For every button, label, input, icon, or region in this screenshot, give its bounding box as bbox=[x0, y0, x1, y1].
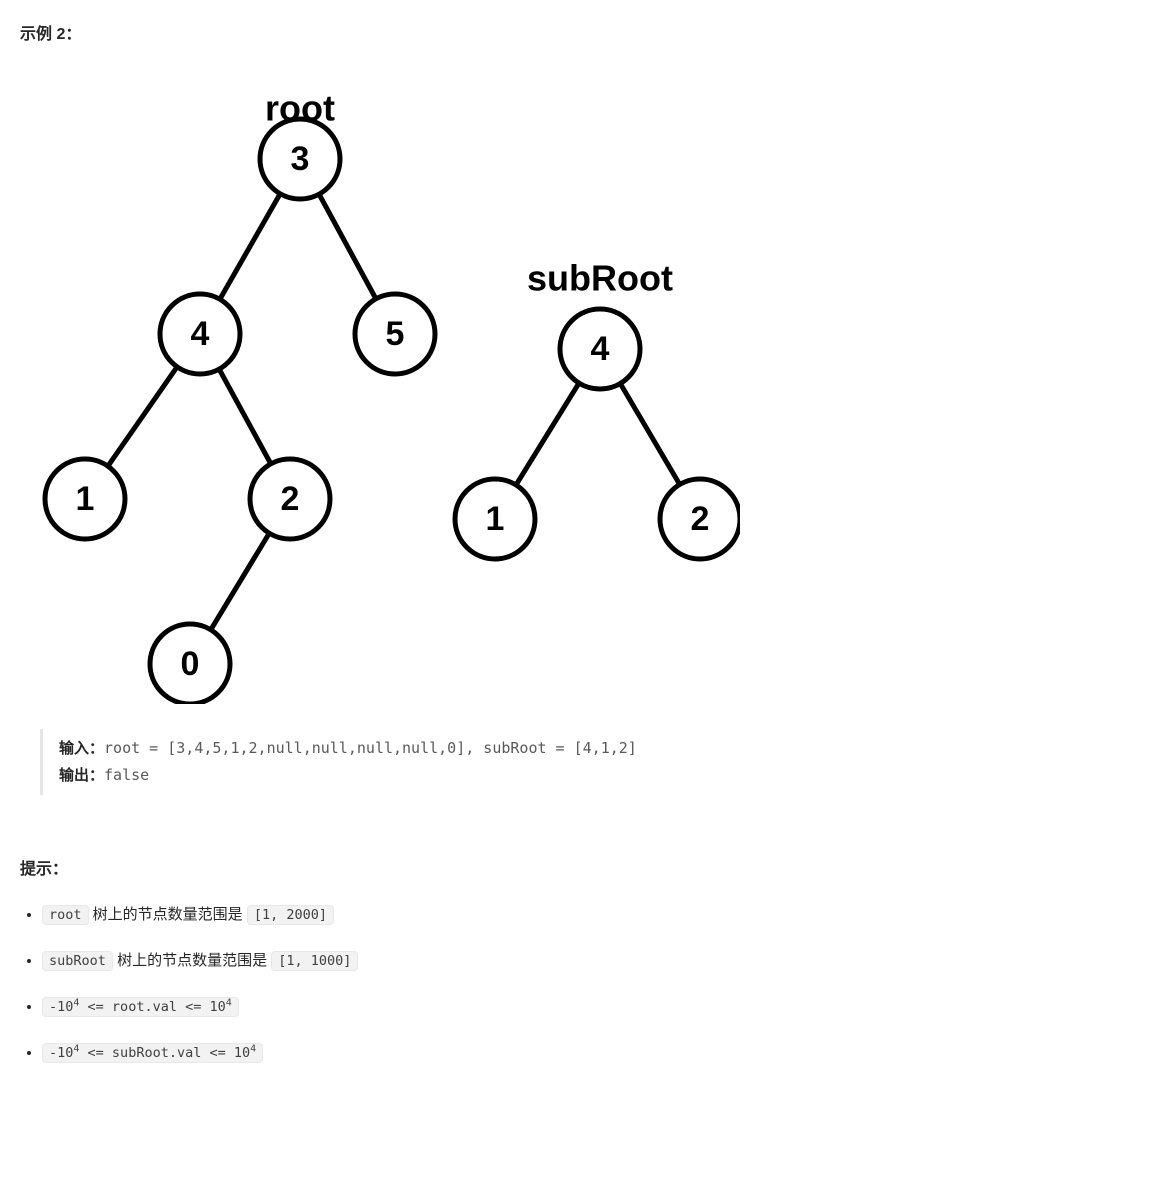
tree-node-label: 0 bbox=[181, 645, 200, 683]
tree-node-label: 1 bbox=[486, 500, 505, 538]
tips-item: subRoot 树上的节点数量范围是 [1, 1000] bbox=[42, 949, 1154, 973]
example-input-line: 输入：root = [3,4,5,1,2,null,null,null,null… bbox=[59, 735, 1154, 762]
tree-edge bbox=[220, 194, 280, 300]
tree-edge bbox=[211, 533, 270, 630]
inline-code: root bbox=[42, 905, 89, 925]
example-heading: 示例 2： bbox=[20, 20, 1154, 44]
input-value: root = [3,4,5,1,2,null,null,null,null,0]… bbox=[104, 739, 637, 757]
tree-node-label: 4 bbox=[591, 330, 610, 368]
tree-node-label: 1 bbox=[76, 480, 95, 518]
inline-code: -104 <= subRoot.val <= 104 bbox=[42, 1043, 263, 1063]
tree-edge bbox=[319, 194, 376, 299]
tree-title: subRoot bbox=[527, 257, 673, 298]
tree-diagram-container: 3 4 5 1 2 0 4 1 2 root subRoot bbox=[20, 64, 1154, 709]
tips-item: -104 <= root.val <= 104 bbox=[42, 995, 1154, 1019]
tips-heading: 提示： bbox=[20, 855, 1154, 879]
inline-code: subRoot bbox=[42, 951, 113, 971]
tree-node-label: 2 bbox=[691, 500, 710, 538]
tree-diagram: 3 4 5 1 2 0 4 1 2 root subRoot bbox=[20, 64, 740, 704]
output-value: false bbox=[104, 766, 149, 784]
tree-node-label: 2 bbox=[281, 480, 300, 518]
output-label: 输出： bbox=[59, 767, 104, 784]
inline-code: [1, 1000] bbox=[271, 951, 358, 971]
tree-edge bbox=[108, 367, 177, 466]
tree-node-label: 5 bbox=[386, 315, 405, 353]
tree-node-label: 3 bbox=[291, 140, 310, 178]
tree-node-label: 4 bbox=[191, 315, 210, 353]
input-label: 输入： bbox=[59, 740, 104, 757]
tree-title: root bbox=[265, 87, 335, 128]
tips-item: root 树上的节点数量范围是 [1, 2000] bbox=[42, 903, 1154, 927]
tree-edge bbox=[219, 369, 271, 464]
example-output-line: 输出：false bbox=[59, 762, 1154, 789]
tips-text: 树上的节点数量范围是 bbox=[89, 906, 247, 923]
tree-edge bbox=[620, 383, 679, 484]
tree-edge bbox=[516, 383, 579, 485]
tips-text: 树上的节点数量范围是 bbox=[113, 952, 271, 969]
tips-list: root 树上的节点数量范围是 [1, 2000] subRoot 树上的节点数量… bbox=[20, 903, 1154, 1065]
tips-item: -104 <= subRoot.val <= 104 bbox=[42, 1041, 1154, 1065]
inline-code: -104 <= root.val <= 104 bbox=[42, 997, 239, 1017]
inline-code: [1, 2000] bbox=[247, 905, 334, 925]
example-io-block: 输入：root = [3,4,5,1,2,null,null,null,null… bbox=[40, 729, 1154, 795]
